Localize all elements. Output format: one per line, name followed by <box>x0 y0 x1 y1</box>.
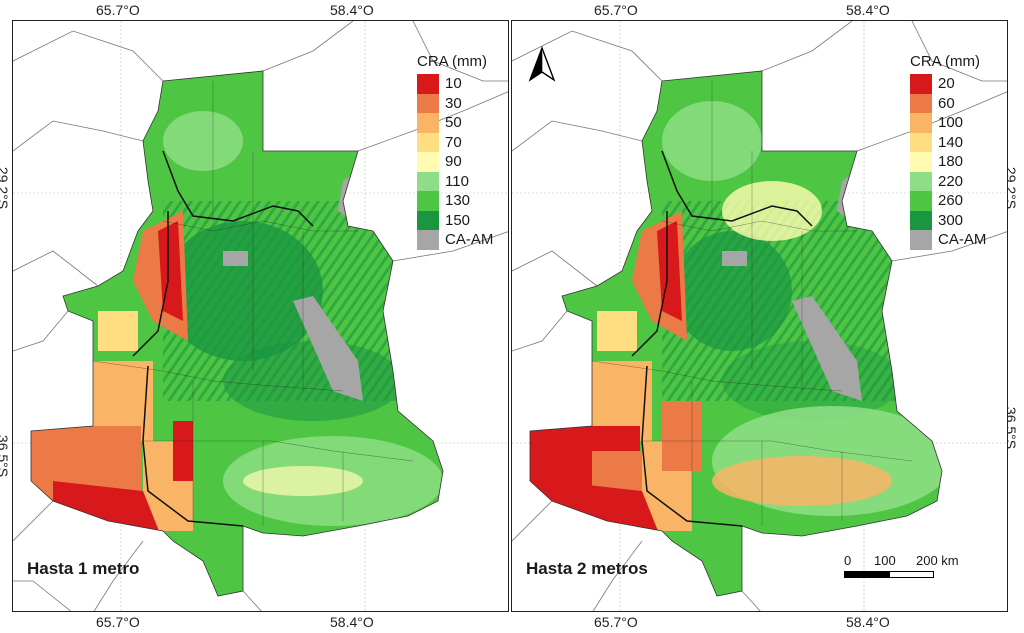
map-panel-1m: CRA (mm) 10 30 50 70 90 110 130 150 CA-AM Hasta … <box>12 20 509 612</box>
lon-label-bottom-right-2: 58.4°O <box>846 614 890 630</box>
legend-swatch <box>910 74 932 94</box>
lon-label-top-left-1: 65.7°O <box>96 2 140 18</box>
legend-item: 30 <box>417 93 508 113</box>
map-panel-2m: CRA (mm) 20 60 100 140 180 220 260 300 CA-AM Has… <box>511 20 1008 612</box>
legend-title: CRA (mm) <box>417 53 487 70</box>
scale-segment-1 <box>844 571 889 578</box>
legend-label: 60 <box>938 94 955 112</box>
legend-item: 60 <box>910 93 1007 113</box>
legend-swatch <box>417 93 439 113</box>
scale-segment-2 <box>889 571 934 578</box>
legend-item: 140 <box>910 132 1007 152</box>
legend-label: 10 <box>445 75 462 93</box>
legend-swatch <box>417 74 439 94</box>
legend-swatch <box>910 210 932 230</box>
lon-label-bottom-right-1: 65.7°O <box>594 614 638 630</box>
legend-item: 20 <box>910 74 1007 94</box>
legend-item: 150 <box>417 210 508 230</box>
legend-item: 220 <box>910 171 1007 191</box>
legend-label: 140 <box>938 133 964 151</box>
legend-1m: CRA (mm) 10 30 50 70 90 110 130 150 CA-AM <box>417 53 508 250</box>
legend-item: 100 <box>910 113 1007 133</box>
legend-swatch <box>417 210 439 230</box>
legend-label: 50 <box>445 114 462 132</box>
legend-label: 180 <box>938 153 964 171</box>
legend-swatch <box>910 171 932 191</box>
legend-label: 130 <box>445 192 471 210</box>
legend-label: 300 <box>938 211 964 229</box>
legend-swatch <box>417 113 439 133</box>
legend-item: 260 <box>910 191 1007 211</box>
legend-item: 70 <box>417 132 508 152</box>
legend-label: 260 <box>938 192 964 210</box>
legend-2m: CRA (mm) 20 60 100 140 180 220 260 300 CA-AM <box>910 53 1007 250</box>
legend-item: 50 <box>417 113 508 133</box>
legend-swatch <box>910 152 932 172</box>
legend-swatch <box>417 191 439 211</box>
legend-label: 70 <box>445 133 462 151</box>
legend-swatch <box>910 132 932 152</box>
legend-swatch <box>417 230 439 250</box>
legend-label: 150 <box>445 211 471 229</box>
legend-swatch <box>417 132 439 152</box>
legend-item: 300 <box>910 210 1007 230</box>
legend-swatch <box>910 191 932 211</box>
legend-item: 90 <box>417 152 508 172</box>
north-arrow-icon <box>528 46 556 82</box>
scale-label-0: 0 <box>844 553 852 568</box>
scale-label-200: 200 km <box>916 553 959 568</box>
legend-item: CA-AM <box>417 230 508 250</box>
legend-label: CA-AM <box>938 231 987 249</box>
legend-item: 180 <box>910 152 1007 172</box>
legend-item: CA-AM <box>910 230 1007 250</box>
legend-title: CRA (mm) <box>910 53 980 70</box>
lon-label-bottom-left-2: 58.4°O <box>330 614 374 630</box>
legend-swatch <box>910 230 932 250</box>
scale-label-100: 100 <box>874 553 896 568</box>
lat-label-left-2: 36.5°S <box>0 434 12 478</box>
legend-swatch <box>910 113 932 133</box>
legend-swatch <box>417 171 439 191</box>
legend-label: 30 <box>445 94 462 112</box>
legend-label: 100 <box>938 114 964 132</box>
legend-label: 90 <box>445 153 462 171</box>
lat-label-left-1: 29.2°S <box>0 166 12 210</box>
legend-item: 130 <box>417 191 508 211</box>
panel-label-1m: Hasta 1 metro <box>27 559 140 578</box>
legend-label: CA-AM <box>445 231 494 249</box>
legend-label: 110 <box>445 172 469 190</box>
legend-item: 10 <box>417 74 508 94</box>
lon-label-top-right-2: 58.4°O <box>846 2 890 18</box>
lon-label-bottom-left-1: 65.7°O <box>96 614 140 630</box>
panel-label-2m: Hasta 2 metros <box>526 559 648 578</box>
legend-item: 110 <box>417 171 508 191</box>
lon-label-top-right-1: 65.7°O <box>594 2 638 18</box>
lon-label-top-left-2: 58.4°O <box>330 2 374 18</box>
legend-swatch <box>910 93 932 113</box>
legend-swatch <box>417 152 439 172</box>
legend-label: 20 <box>938 75 955 93</box>
legend-label: 220 <box>938 172 964 190</box>
map-1m <box>13 21 508 611</box>
map-2m <box>512 21 1007 611</box>
scale-bar: 0 100 200 km <box>844 553 984 583</box>
